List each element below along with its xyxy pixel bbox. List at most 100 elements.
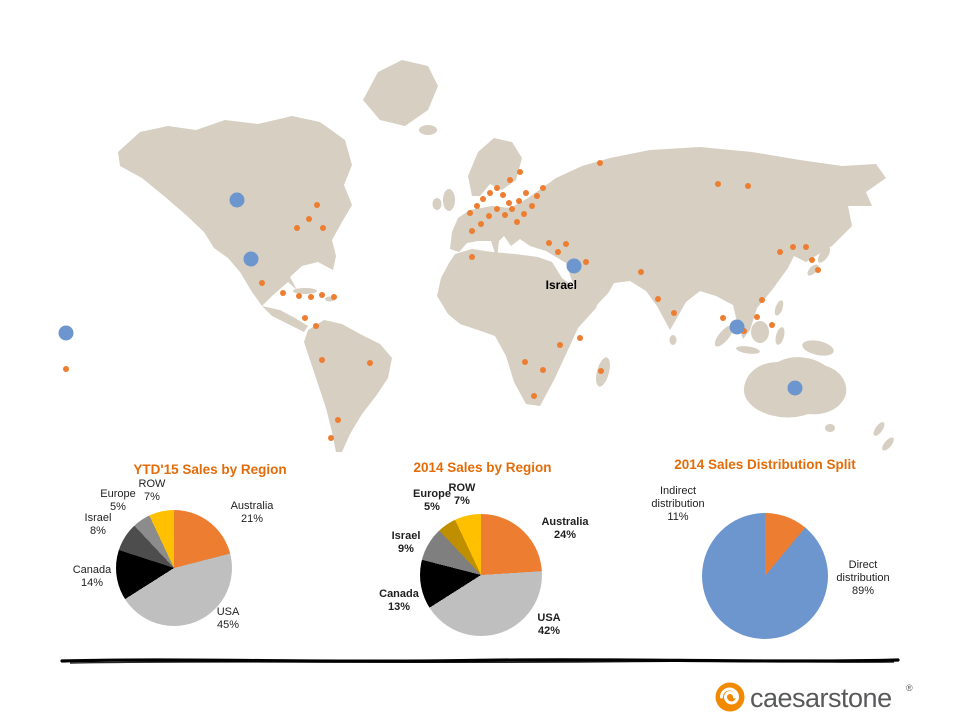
market-dot	[516, 198, 522, 204]
pie-label-canada: Canada 14%	[72, 564, 112, 590]
market-dot	[546, 240, 552, 246]
japan-shape	[813, 230, 823, 246]
market-dot	[557, 342, 563, 348]
market-dot	[531, 393, 537, 399]
africa-shape	[437, 249, 599, 406]
market-dot	[63, 366, 69, 372]
cuba-shape	[293, 288, 317, 294]
world-map-svg: Israel	[58, 60, 894, 452]
market-dot	[478, 221, 484, 227]
japan-shape	[817, 247, 831, 263]
chart-ytd15-sales-by-region: YTD'15 Sales by Region ROW 7% Europe 5% Is…	[60, 460, 360, 655]
market-dot	[480, 196, 486, 202]
market-dot	[555, 249, 561, 255]
pie-2014	[420, 514, 542, 636]
market-dot	[517, 169, 523, 175]
market-dot	[335, 417, 341, 423]
market-dot	[507, 177, 513, 183]
java-shape	[736, 346, 760, 354]
market-dot	[715, 181, 721, 187]
brand-wordmark: caesarstone	[750, 683, 892, 713]
market-dot	[655, 296, 661, 302]
philippines-shape	[774, 300, 784, 316]
pie-label-israel: Israel 8%	[84, 512, 112, 538]
market-dot	[294, 225, 300, 231]
market-dot	[754, 314, 760, 320]
market-dot	[308, 294, 314, 300]
market-dot	[514, 219, 520, 225]
facility-dot	[566, 258, 582, 274]
ireland-shape	[432, 198, 442, 210]
chart-title: 2014 Sales Distribution Split	[674, 457, 856, 472]
market-dot	[777, 249, 783, 255]
market-dot	[815, 267, 821, 273]
market-dot	[540, 185, 546, 191]
market-dot	[259, 280, 265, 286]
pie-label-canada: Canada 13%	[379, 588, 419, 614]
market-dot	[803, 244, 809, 250]
market-dot	[523, 190, 529, 196]
market-dot	[577, 335, 583, 341]
greenland-shape	[363, 60, 438, 126]
market-dot	[745, 183, 751, 189]
chart-2014-distribution-split: 2014 Sales Distribution Split Indirect d…	[615, 455, 915, 655]
pie-label-australia: Australia 21%	[230, 500, 274, 526]
market-dot	[494, 206, 500, 212]
new-guinea-shape	[802, 340, 834, 356]
market-dot	[671, 310, 677, 316]
south-america-shape	[304, 320, 392, 452]
new-zealand-shape	[882, 437, 894, 451]
continent-shapes	[118, 60, 894, 452]
borneo-shape	[751, 321, 769, 343]
facility-dot	[58, 325, 74, 341]
market-dot	[506, 200, 512, 206]
pie-distribution	[702, 513, 828, 639]
registered-mark: ®	[906, 683, 913, 693]
market-dot	[319, 292, 325, 298]
market-dot	[467, 210, 473, 216]
market-dot	[494, 185, 500, 191]
market-dot	[280, 290, 286, 296]
market-dot	[529, 203, 535, 209]
pie-label-israel: Israel 9%	[391, 530, 421, 556]
market-dot	[487, 190, 493, 196]
pie-ytd15	[116, 510, 232, 626]
market-dot	[720, 315, 726, 321]
market-dot	[759, 297, 765, 303]
market-dot	[313, 323, 319, 329]
market-dot	[583, 259, 589, 265]
pie-label-row: ROW 7%	[448, 482, 476, 508]
market-dot	[522, 359, 528, 365]
sumatra-shape	[714, 325, 734, 347]
market-dot	[540, 367, 546, 373]
tasmania-shape	[825, 424, 835, 432]
market-dot	[314, 202, 320, 208]
market-dot	[790, 244, 796, 250]
pie-label-direct: Direct distribution 89%	[836, 559, 890, 598]
market-dot	[306, 216, 312, 222]
iceland-shape	[419, 125, 437, 135]
market-dot	[500, 192, 506, 198]
market-dot	[563, 241, 569, 247]
pie-label-usa: USA 42%	[537, 612, 561, 638]
market-dot	[302, 315, 308, 321]
north-america-shape	[118, 116, 352, 306]
facility-dot	[729, 319, 745, 335]
pie-label-europe: Europe 5%	[100, 488, 136, 514]
map-dot-layer	[58, 160, 821, 441]
eurasia-shape	[450, 147, 886, 339]
central-america-shape	[262, 306, 308, 332]
japan-shape	[807, 264, 819, 276]
market-dot	[521, 211, 527, 217]
brand-logo: caesarstone ®	[715, 682, 913, 713]
market-dot	[597, 160, 603, 166]
world-map: Israel	[58, 60, 894, 452]
pie-label-indirect: Indirect distribution 11%	[651, 485, 705, 524]
chart-title: YTD'15 Sales by Region	[133, 462, 287, 477]
market-dot	[367, 360, 373, 366]
chart-2014-sales-by-region: 2014 Sales by Region ROW 7% Europe 5% Isra…	[340, 458, 625, 658]
facility-dot	[229, 192, 245, 208]
facility-dot	[243, 251, 259, 267]
market-dot	[598, 368, 604, 374]
new-zealand-shape	[873, 422, 885, 436]
